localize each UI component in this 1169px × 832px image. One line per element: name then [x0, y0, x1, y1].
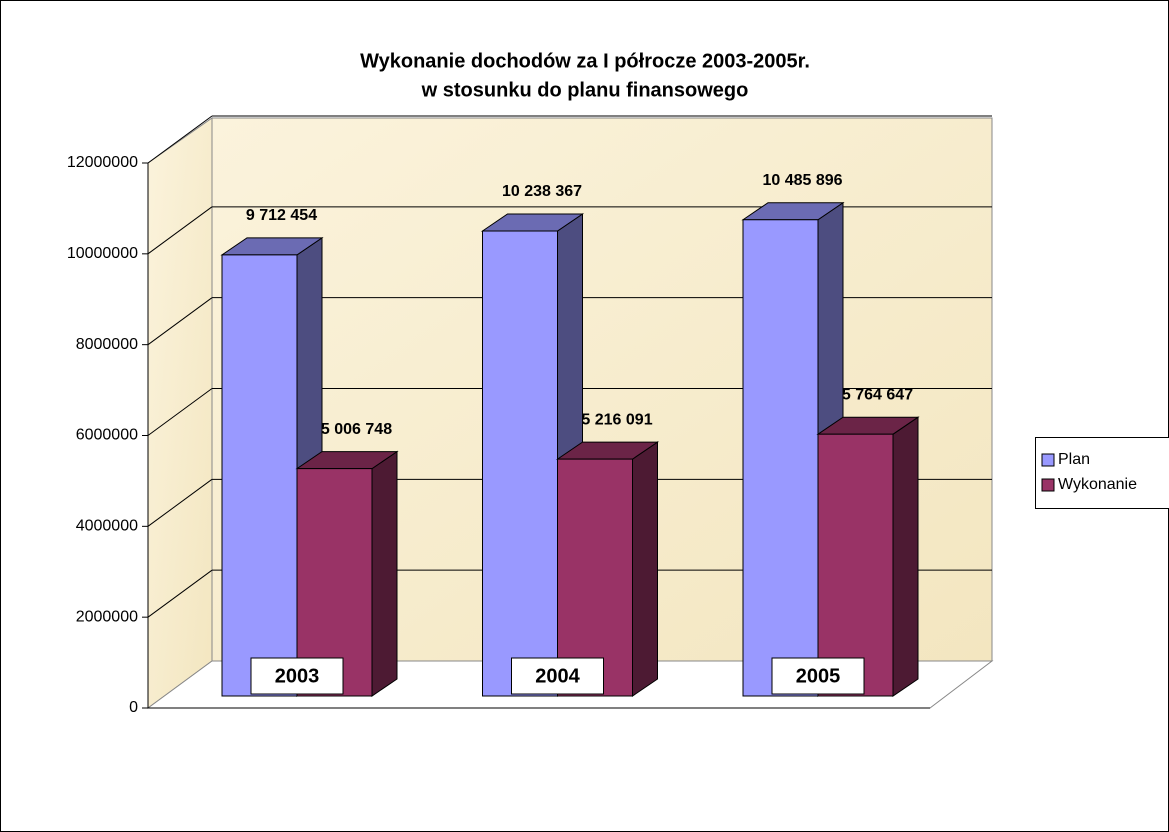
data-label: 10 238 367 [502, 183, 582, 200]
legend-swatch [1041, 453, 1055, 467]
grid-line [147, 297, 213, 346]
legend-label: Plan [1058, 451, 1090, 468]
data-label: 5 216 091 [581, 411, 652, 428]
grid-line [147, 388, 213, 436]
bar-side [371, 450, 398, 697]
y-tick-label: 12000000 [67, 154, 138, 171]
chart-title: w stosunku do planu finansowego [421, 79, 749, 101]
bar [817, 433, 894, 697]
bar [221, 254, 298, 697]
data-label: 10 485 896 [762, 172, 842, 189]
grid-line [147, 478, 213, 527]
y-tick-label: 6000000 [76, 427, 138, 444]
category-box [771, 657, 865, 695]
y-tick-label: 8000000 [76, 336, 138, 353]
x-tick-label: 2003 [275, 665, 320, 687]
y-tick-label: 2000000 [76, 608, 138, 625]
x-tick-label: 2004 [535, 665, 580, 687]
bar [742, 219, 819, 697]
y-tick-label: 4000000 [76, 518, 138, 535]
grid-line [147, 569, 213, 618]
x-tick-label: 2005 [796, 665, 841, 687]
y-tick-label: 0 [129, 699, 138, 716]
chart-title: Wykonanie dochodów za I półrocze 2003-20… [360, 50, 810, 72]
legend-label: Wykonanie [1058, 476, 1137, 493]
data-label: 5 006 748 [321, 421, 392, 438]
data-label: 5 764 647 [842, 386, 913, 403]
side-wall [147, 117, 213, 709]
category-box [511, 657, 604, 695]
legend-swatch [1041, 478, 1055, 492]
legend [1035, 437, 1169, 509]
bar-side [892, 416, 919, 697]
y-tick-label: 10000000 [67, 245, 138, 262]
bar [482, 230, 558, 697]
bar-side [632, 441, 658, 697]
grid-line [147, 115, 213, 164]
data-label: 9 712 454 [246, 207, 317, 224]
category-box [250, 657, 344, 695]
bar [557, 458, 633, 697]
grid-line [147, 206, 213, 255]
